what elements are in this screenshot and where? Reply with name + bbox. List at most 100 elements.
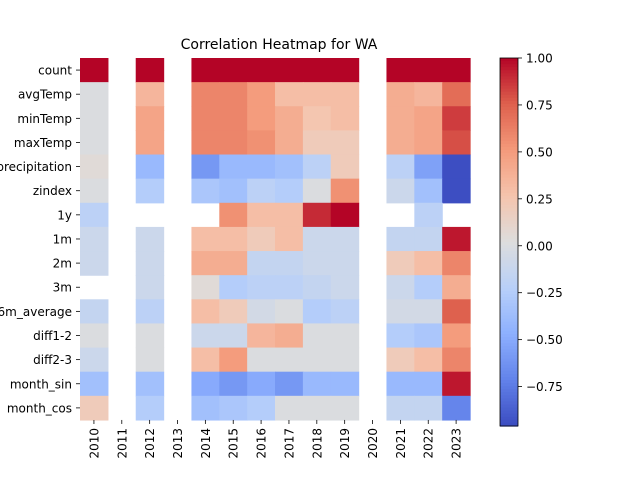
- colorbar-segment: [500, 220, 518, 225]
- colorbar-segment: [500, 104, 518, 108]
- heatmap-cell: [135, 226, 165, 252]
- heatmap-cell: [302, 130, 332, 156]
- heatmap-cell: [80, 202, 109, 228]
- heatmap-cell: [442, 58, 471, 83]
- colorbar-segment: [500, 162, 518, 166]
- heatmap-cell: [80, 347, 109, 373]
- colorbar-segment: [500, 208, 518, 212]
- heatmap-cell: [442, 347, 471, 373]
- heatmap-cell: [219, 130, 248, 156]
- heatmap-cell: [135, 395, 165, 421]
- heatmap-cell: [135, 58, 165, 83]
- colorbar-segment: [500, 248, 518, 252]
- heatmap-cell: [442, 395, 471, 421]
- x-tick-label: 2020: [366, 428, 380, 459]
- y-tick-label: precipitation: [0, 160, 72, 174]
- x-tick-label: 2012: [143, 428, 157, 459]
- colorbar-segment: [500, 346, 518, 350]
- heatmap-cell: [80, 323, 109, 349]
- heatmap-cell: [247, 347, 276, 373]
- heatmap-cell: [80, 82, 109, 107]
- heatmap-cell: [275, 130, 304, 156]
- colorbar-segment: [500, 275, 518, 280]
- y-tick-label: diff1-2: [33, 329, 72, 343]
- heatmap-cell: [302, 323, 332, 349]
- colorbar-segment: [500, 107, 518, 111]
- heatmap-cell: [219, 371, 248, 397]
- colorbar-segment: [500, 119, 518, 123]
- colorbar-segment: [500, 251, 518, 255]
- heatmap-cell: [386, 395, 415, 421]
- y-tick-label: 1y: [57, 208, 72, 222]
- heatmap-cell: [386, 82, 415, 107]
- y-axis-ticks: count avgTemp minTemp maxTemp precipitation z…: [0, 64, 80, 415]
- heatmap-cell: [330, 251, 360, 276]
- colorbar-tick-label: −0.25: [526, 286, 563, 300]
- heatmap-cell: [442, 106, 471, 131]
- colorbar-segment: [500, 122, 518, 127]
- heatmap-cell: [135, 371, 165, 397]
- colorbar-segment: [500, 196, 518, 200]
- colorbar-segment: [500, 94, 518, 99]
- heatmap-cell: [275, 395, 304, 421]
- heatmap-cell: [191, 226, 220, 252]
- colorbar-segment: [500, 174, 518, 179]
- heatmap-cell: [275, 202, 304, 228]
- colorbar-segment: [500, 343, 518, 347]
- colorbar-segment: [500, 337, 518, 341]
- heatmap-cell: [442, 323, 471, 349]
- heatmap-cell: [219, 323, 248, 349]
- heatmap-cell: [219, 106, 248, 131]
- y-tick-label: month_cos: [7, 401, 72, 415]
- heatmap-cell: [191, 178, 220, 204]
- colorbar-segment: [500, 91, 518, 96]
- colorbar-segment: [500, 82, 518, 87]
- heatmap-cell: [247, 178, 276, 204]
- heatmap-cell: [442, 178, 471, 204]
- heatmap-cell: [191, 275, 220, 300]
- colorbar-segment: [500, 70, 518, 74]
- colorbar-segment: [500, 376, 518, 381]
- colorbar-segment: [500, 312, 518, 317]
- colorbar-segment: [500, 76, 518, 81]
- heatmap-cell: [80, 58, 109, 83]
- colorbar-frame: [499, 57, 519, 427]
- x-tick-label: 2021: [394, 428, 408, 459]
- heatmap-cell: [135, 323, 165, 349]
- heatmap-cell: [80, 154, 109, 180]
- colorbar-segment: [500, 168, 518, 173]
- x-tick-label: 2014: [199, 428, 213, 459]
- heatmap-cell: [442, 130, 471, 156]
- y-tick-label: diff2-3: [33, 353, 72, 367]
- x-tick-label: 2022: [422, 428, 436, 459]
- colorbar-segment: [500, 61, 518, 65]
- colorbar-segment: [500, 278, 518, 283]
- colorbar-segment: [500, 288, 518, 292]
- colorbar-segment: [500, 284, 518, 289]
- colorbar-segment: [500, 361, 518, 366]
- colorbar-segment: [500, 297, 518, 301]
- colorbar-segment: [500, 85, 518, 90]
- colorbar-segment: [500, 156, 518, 160]
- heatmap-cell: [414, 275, 443, 300]
- heatmap-cell: [275, 82, 304, 107]
- colorbar-segment: [500, 192, 518, 197]
- heatmap-cell: [219, 226, 248, 252]
- y-tick-label: avgTemp: [18, 88, 72, 102]
- heatmap-cell: [135, 154, 165, 180]
- colorbar-segment: [500, 358, 518, 363]
- colorbar-segment: [500, 410, 518, 415]
- heatmap-cell: [247, 130, 276, 156]
- colorbar-segment: [500, 150, 518, 154]
- heatmap-cell: [414, 130, 443, 156]
- x-tick-label: 2018: [310, 428, 324, 459]
- colorbar-segment: [500, 272, 518, 277]
- colorbar-segment: [500, 263, 518, 268]
- heatmap-cell: [80, 226, 109, 252]
- heatmap-cell: [247, 299, 276, 325]
- heatmap-cell: [302, 251, 332, 276]
- colorbar-segment: [500, 416, 518, 421]
- heatmap-cell: [302, 106, 332, 131]
- heatmap-cell: [330, 82, 360, 107]
